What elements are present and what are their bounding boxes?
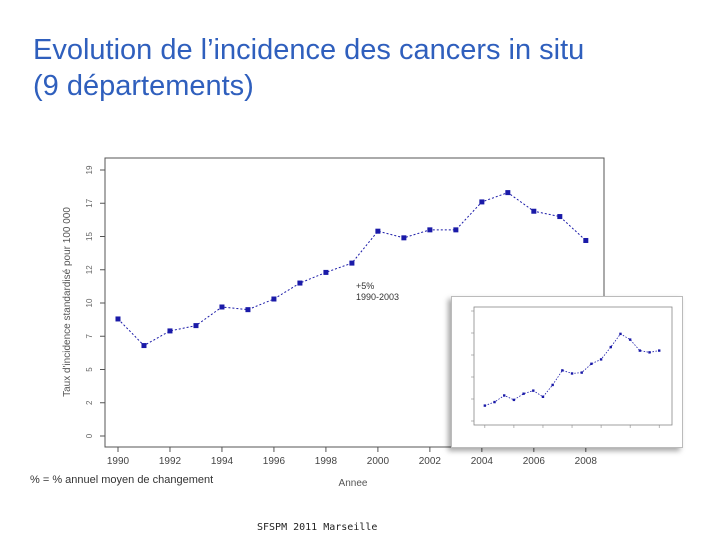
inset-data-point	[532, 389, 535, 392]
inset-data-point	[493, 400, 496, 404]
slide-title-line1: Evolution de l’incidence des cancers in …	[33, 34, 585, 66]
inset-series-line	[484, 333, 660, 406]
inset-data-point	[628, 338, 632, 341]
inset-data-point	[512, 398, 516, 402]
inset-data-point	[503, 394, 506, 397]
data-point	[479, 199, 485, 205]
y-tick-label: 12	[85, 265, 94, 274]
data-point	[115, 316, 121, 322]
data-point	[401, 235, 407, 241]
y-axis-label: Taux d'incidence standardisé pour 100 00…	[62, 207, 73, 397]
inset-data-point	[570, 372, 574, 375]
y-tick-label: 7	[85, 333, 94, 338]
data-point	[167, 328, 173, 334]
data-point	[375, 228, 381, 234]
inset-data-point	[609, 345, 612, 349]
trend-annotation-period: 1990-2003	[356, 292, 399, 302]
y-tick-label: 15	[85, 232, 94, 241]
data-point	[557, 214, 563, 220]
data-point	[141, 343, 147, 349]
x-tick-label: 2000	[367, 456, 390, 467]
data-point	[349, 260, 355, 266]
inset-data-point	[551, 383, 554, 387]
inset-data-point	[599, 358, 603, 361]
y-tick-label: 17	[85, 198, 94, 207]
inset-chart-panel	[451, 296, 683, 448]
data-point	[271, 296, 277, 302]
x-tick-label: 1994	[211, 456, 234, 467]
y-tick-label: 5	[85, 367, 94, 372]
data-point	[505, 190, 511, 196]
data-point	[323, 269, 329, 275]
y-tick-label: 0	[85, 433, 94, 438]
data-point	[219, 304, 225, 310]
inset-data-point	[658, 349, 661, 352]
y-tick-label: 2	[85, 400, 94, 405]
percent-note: % = % annuel moyen de changement	[30, 474, 214, 486]
data-point	[531, 208, 537, 214]
x-tick-label: 2002	[419, 456, 442, 467]
trend-annotation-rate: +5%	[356, 281, 374, 291]
y-tick-label: 10	[85, 298, 94, 307]
x-tick-label: 2006	[523, 456, 546, 467]
x-tick-label: 1990	[107, 456, 130, 467]
slide-title-line2: (9 départements)	[33, 70, 254, 102]
slide-footer: SFSPM 2011 Marseille	[257, 522, 378, 533]
inset-data-point	[590, 362, 593, 365]
y-tick-label: 19	[85, 165, 94, 174]
x-tick-label: 2008	[575, 456, 598, 467]
inset-data-point	[619, 332, 622, 336]
x-axis-label: Annee	[339, 478, 368, 489]
inset-data-point	[541, 395, 545, 398]
inset-incidence-chart	[471, 306, 673, 428]
slide-title: Evolution de l’incidence des cancers in …	[33, 32, 693, 104]
x-tick-label: 1996	[263, 456, 286, 467]
data-point	[193, 323, 199, 329]
inset-data-point	[483, 404, 487, 407]
inset-data-point	[522, 392, 525, 395]
data-point	[453, 227, 459, 233]
inset-data-point	[561, 369, 564, 372]
x-tick-label: 2004	[471, 456, 494, 467]
data-point	[583, 237, 589, 243]
inset-data-point	[638, 349, 642, 352]
data-point	[297, 280, 303, 286]
inset-data-point	[648, 351, 651, 354]
x-tick-label: 1998	[315, 456, 338, 467]
inset-plot-frame	[473, 306, 673, 426]
data-point	[427, 227, 433, 233]
inset-data-point	[580, 371, 583, 374]
x-tick-label: 1992	[159, 456, 182, 467]
data-point	[245, 307, 251, 313]
